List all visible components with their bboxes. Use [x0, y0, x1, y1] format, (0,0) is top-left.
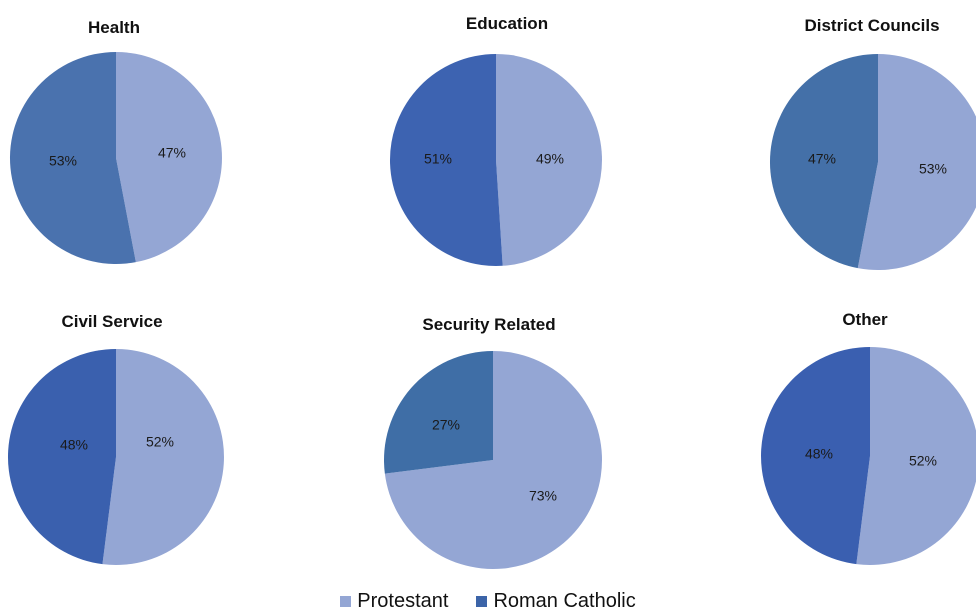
pie-slice-protestant: [384, 351, 603, 569]
pie-data-label: 47%: [808, 151, 836, 167]
pie-slice-roman-catholic: [7, 349, 117, 565]
pie-slice-protestant: [116, 52, 222, 263]
pie-slice-roman-catholic: [389, 53, 503, 266]
pie-slice-roman-catholic: [9, 52, 136, 264]
legend-item-roman-catholic: Roman Catholic: [476, 589, 636, 613]
pie-slice-protestant: [856, 347, 976, 565]
pie-data-label: 47%: [158, 145, 186, 161]
pie-title: Health: [88, 18, 140, 37]
pie-security-related: Security Related 73% 27%: [384, 315, 603, 569]
legend-swatch-protestant: [340, 595, 352, 607]
pie-data-label: 48%: [60, 437, 88, 453]
pie-title: Security Related: [422, 315, 555, 334]
pie-title: Civil Service: [61, 312, 162, 331]
legend-swatch-roman-catholic: [476, 595, 488, 607]
pie-title: District Councils: [804, 16, 939, 35]
pie-slice-protestant: [496, 54, 602, 266]
legend-label-roman-catholic: Roman Catholic: [493, 589, 636, 612]
pie-slice-protestant: [857, 54, 976, 270]
pie-title: Education: [466, 14, 548, 33]
pie-slice-roman-catholic: [761, 347, 870, 565]
pie-data-label: 51%: [424, 151, 452, 167]
pie-data-label: 48%: [805, 446, 833, 462]
pie-data-label: 27%: [432, 417, 460, 433]
pie-data-label: 49%: [536, 151, 564, 167]
pie-data-label: 52%: [146, 434, 174, 450]
pie-civil-service: Civil Service 52% 48%: [7, 312, 224, 565]
pie-slice-roman-catholic: [384, 351, 493, 474]
legend: Protestant Roman Catholic: [0, 588, 976, 614]
pie-slice-roman-catholic: [769, 53, 878, 269]
pie-data-label: 53%: [49, 153, 77, 169]
pie-other: Other 52% 48%: [761, 310, 976, 565]
pie-health: Health 47% 53%: [9, 18, 222, 264]
pie-district-councils: District Councils 53% 47%: [769, 16, 976, 270]
pie-slice-protestant: [102, 349, 224, 565]
pie-title: Other: [842, 310, 888, 329]
pie-data-label: 52%: [909, 453, 937, 469]
legend-item-protestant: Protestant: [340, 590, 448, 613]
pie-data-label: 53%: [919, 161, 947, 177]
pie-education: Education 49% 51%: [389, 14, 602, 266]
pie-data-label: 73%: [529, 488, 557, 504]
legend-label-protestant: Protestant: [357, 589, 449, 612]
